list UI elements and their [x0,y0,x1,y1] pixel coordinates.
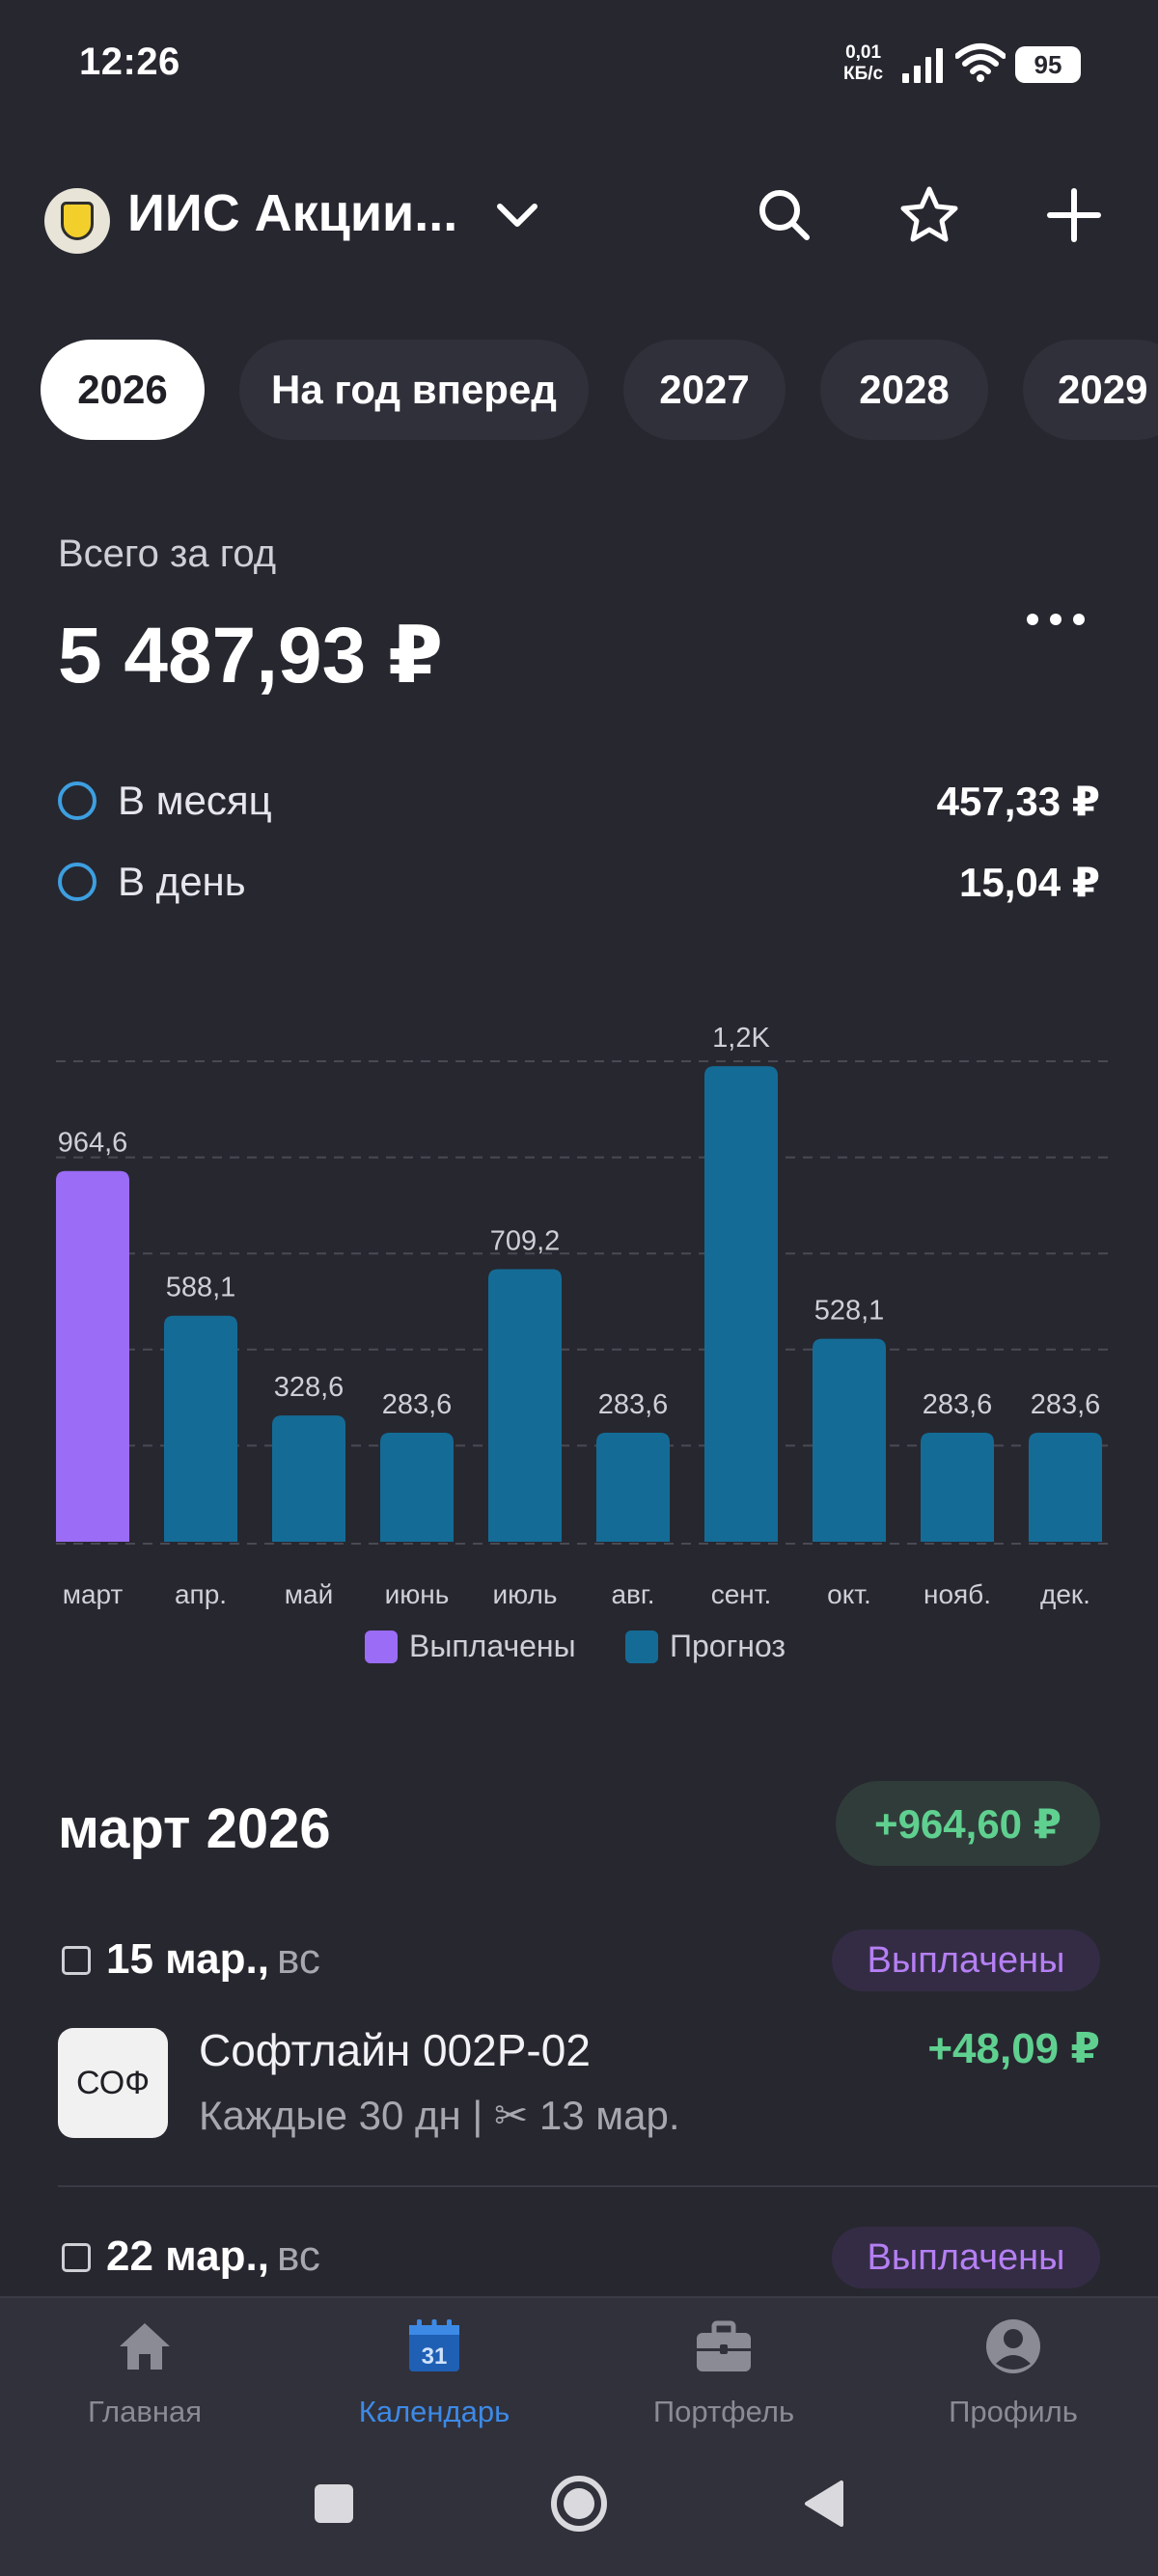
x-tick-6: сент. [711,1579,772,1609]
dividends-bar-chart: 964,6 март 588,1 апр. 328,6 май 283,6 июнь 709,2… [56,1023,1116,1609]
bar-1[interactable] [164,1315,237,1542]
x-tick-9: дек. [1040,1579,1090,1609]
tab-2026[interactable]: 2026 [41,340,205,440]
data-label-5: 283,6 [598,1389,669,1420]
svg-text:31: 31 [422,2343,448,2370]
calendar-small-icon [62,1946,91,1975]
day-rate-value: 15,04 ₽ [959,860,1100,905]
entry-date-1: 15 мар., вс [62,1935,320,1984]
back-system-button[interactable] [797,2475,855,2533]
bar-5[interactable] [596,1433,670,1542]
home-system-button[interactable] [548,2473,610,2535]
data-label-0: 964,6 [58,1128,128,1159]
tab-2027[interactable]: 2027 [623,340,786,440]
tab-2028[interactable]: 2028 [820,340,988,440]
entry-date-2: 22 мар., вс [62,2233,320,2281]
data-label-6: 1,2K [712,1023,770,1054]
data-label-7: 528,1 [814,1296,885,1327]
month-radio-icon[interactable] [58,781,96,820]
month-rate-label: В месяц [118,778,272,823]
month-title: март 2026 [58,1797,331,1860]
nav-profile[interactable]: Профиль [897,2316,1129,2429]
data-label-3: 283,6 [382,1389,453,1420]
portfolio-title[interactable]: ИИС Акции... [127,184,458,242]
scissors-icon: ✂ [494,2093,529,2138]
x-tick-8: нояб. [924,1579,991,1609]
divider [58,2185,1158,2187]
bar-3[interactable] [380,1433,454,1542]
x-tick-7: окт. [827,1579,871,1609]
bond-schedule: Каждые 30 дн | ✂ 13 мар. [199,2093,680,2138]
data-label-2: 328,6 [274,1372,345,1403]
bar-2[interactable] [272,1415,345,1542]
briefcase-icon [697,2320,751,2371]
legend-forecast: Прогноз [625,1629,786,1664]
bar-8[interactable] [921,1433,994,1542]
bond-amount: +48,09 ₽ [927,2025,1100,2072]
day-rate-label: В день [118,859,246,904]
recent-apps-button[interactable] [305,2475,363,2533]
status-time: 12:26 [79,41,180,83]
chevron-down-icon[interactable] [492,197,542,235]
x-tick-0: март [63,1579,124,1609]
nav-home[interactable]: Главная [29,2316,261,2429]
calendar-icon: 31 [409,2319,459,2371]
bar-9[interactable] [1029,1433,1102,1542]
nav-portfolio[interactable]: Портфель [608,2316,840,2429]
bar-6[interactable] [704,1066,778,1542]
bar-7[interactable] [813,1338,886,1542]
bank-logo-icon [44,188,110,254]
search-icon[interactable] [749,179,820,251]
plus-icon[interactable] [1038,179,1110,251]
status-badge: Выплачены [832,2227,1100,2288]
signal-icon [902,44,943,83]
status-badge: Выплачены [832,1930,1100,1991]
data-label-9: 283,6 [1031,1389,1101,1420]
data-label-4: 709,2 [490,1225,561,1256]
total-label: Всего за год [58,533,277,575]
month-sum-badge: +964,60 ₽ [836,1781,1100,1866]
bar-4[interactable] [488,1269,562,1542]
network-speed: 0,01 КБ/с [843,42,884,84]
day-radio-icon[interactable] [58,863,96,901]
profile-icon [986,2319,1040,2373]
wifi-icon [955,43,1006,82]
legend-paid: Выплачены [365,1629,576,1664]
x-tick-1: апр. [175,1579,227,1609]
tab-2029[interactable]: 2029 [1023,340,1158,440]
more-options-icon[interactable] [1027,610,1094,629]
battery-indicator: 95 [1015,46,1081,83]
star-icon[interactable] [894,179,965,251]
x-tick-2: май [285,1579,333,1609]
home-icon [120,2323,170,2370]
x-tick-3: июнь [385,1579,450,1609]
x-tick-5: авг. [611,1579,654,1609]
total-value: 5 487,93 ₽ [58,612,444,699]
legend-forecast-swatch [625,1630,658,1663]
x-tick-4: июль [493,1579,558,1609]
bar-0[interactable] [56,1170,129,1542]
bond-name[interactable]: Софтлайн 002Р-02 [199,2025,591,2075]
tab-year-ahead[interactable]: На год вперед [239,340,589,440]
legend-paid-swatch [365,1630,398,1663]
bond-logo-icon[interactable]: СОФ [58,2028,168,2138]
calendar-small-icon [62,2243,91,2272]
nav-calendar[interactable]: 31 Календарь [318,2316,550,2429]
data-label-8: 283,6 [923,1389,993,1420]
month-rate-value: 457,33 ₽ [936,779,1100,824]
data-label-1: 588,1 [166,1273,236,1303]
